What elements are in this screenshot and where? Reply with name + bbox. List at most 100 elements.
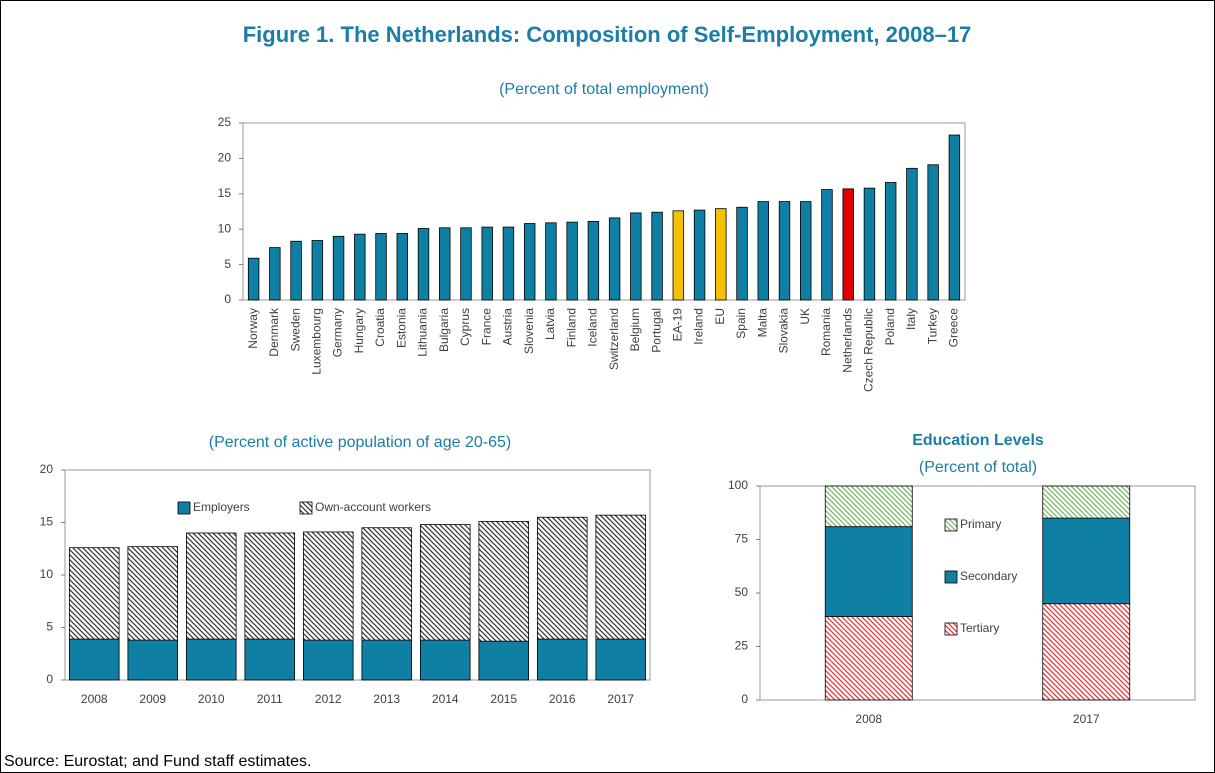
- bar: [651, 211, 663, 301]
- bar-segment: [68, 638, 120, 681]
- legend-swatch: [177, 501, 191, 515]
- legend-label: Secondary: [960, 569, 1017, 583]
- y-tick-label: 75: [735, 532, 749, 546]
- x-tick-label: Belgium: [628, 308, 642, 351]
- x-tick-label: Italy: [904, 308, 918, 330]
- bar-segment: [595, 638, 647, 681]
- bar-segment: [244, 638, 296, 681]
- bar: [587, 221, 600, 301]
- legend-swatch: [944, 570, 958, 584]
- bar-segment: [185, 638, 237, 681]
- x-tick-label: Finland: [564, 308, 578, 347]
- legend-label: Own-account workers: [315, 500, 431, 514]
- y-tick-label: 15: [40, 515, 54, 529]
- y-tick-label: 0: [46, 672, 53, 686]
- x-tick-label: Czech Republic: [862, 308, 876, 392]
- x-tick-label: Ireland: [692, 308, 706, 345]
- chart-subtitle: (Percent of total): [919, 459, 1037, 476]
- bar-segment: [244, 532, 296, 640]
- bar: [417, 228, 430, 301]
- chart-title: Education Levels: [912, 432, 1044, 449]
- x-tick-label: Germany: [331, 308, 345, 357]
- x-tick-label: 2014: [432, 692, 459, 706]
- bar-segment: [127, 639, 179, 681]
- y-tick-label: 20: [218, 151, 232, 165]
- bar-segment: [185, 532, 237, 640]
- figure-title: Figure 1. The Netherlands: Composition o…: [243, 22, 972, 47]
- bar: [948, 134, 961, 301]
- y-tick-label: 15: [218, 186, 232, 200]
- y-tick-label: 25: [218, 115, 232, 129]
- bar: [800, 201, 812, 301]
- bar: [247, 257, 260, 301]
- bar-segment: [1042, 603, 1131, 701]
- legend-swatch: [944, 518, 958, 532]
- bar-segment: [478, 640, 530, 681]
- bar: [502, 226, 515, 301]
- x-tick-label: 2016: [549, 692, 576, 706]
- bar: [736, 206, 748, 301]
- bar: [906, 167, 918, 301]
- bar: [693, 209, 706, 301]
- bar-segment: [302, 531, 354, 641]
- x-tick-label: 2017: [1073, 712, 1100, 726]
- x-tick-label: Romania: [819, 308, 833, 356]
- plot-frame: [242, 122, 966, 301]
- bar: [842, 188, 854, 301]
- y-tick-label: 0: [741, 692, 748, 706]
- bar-segment: [1042, 485, 1131, 519]
- x-tick-label: Hungary: [352, 308, 366, 353]
- bar-segment: [68, 547, 120, 640]
- y-tick-label: 100: [728, 478, 748, 492]
- bar: [396, 233, 408, 301]
- y-tick-label: 20: [40, 462, 54, 476]
- bar: [608, 217, 621, 301]
- bar-segment: [536, 638, 588, 681]
- bar: [927, 164, 939, 301]
- bar-segment: [1042, 517, 1131, 605]
- bar: [439, 227, 451, 301]
- bar-segment: [419, 639, 471, 681]
- legend-swatch: [299, 501, 313, 515]
- x-tick-label: 2012: [315, 692, 342, 706]
- x-tick-label: Cyprus: [458, 308, 472, 346]
- x-tick-label: 2009: [139, 692, 166, 706]
- bar: [481, 226, 493, 301]
- x-tick-label: Spain: [734, 308, 748, 339]
- x-tick-label: Denmark: [267, 307, 281, 357]
- bar-segment: [419, 524, 471, 641]
- bar-segment: [478, 521, 530, 642]
- bar-segment: [824, 616, 913, 701]
- x-tick-label: 2015: [490, 692, 517, 706]
- x-tick-label: France: [479, 308, 493, 346]
- x-tick-label: Estonia: [394, 308, 408, 348]
- bar: [269, 247, 281, 301]
- x-tick-label: Croatia: [373, 308, 387, 347]
- x-tick-label: 2008: [81, 692, 108, 706]
- bar: [884, 182, 897, 301]
- bar: [672, 210, 685, 301]
- x-tick-label: Turkey: [925, 308, 939, 344]
- bar: [630, 212, 642, 301]
- bar: [566, 221, 578, 301]
- bar: [354, 233, 366, 301]
- x-tick-label: Latvia: [543, 308, 557, 340]
- x-tick-label: Austria: [501, 308, 515, 346]
- bar: [460, 227, 472, 301]
- bar: [290, 240, 302, 301]
- x-tick-label: Sweden: [288, 308, 302, 351]
- x-tick-label: Bulgaria: [437, 308, 451, 352]
- y-tick-label: 10: [40, 567, 54, 581]
- x-tick-label: Greece: [947, 308, 961, 348]
- y-tick-label: 25: [735, 639, 749, 653]
- y-tick-label: 0: [224, 292, 231, 306]
- x-tick-label: Malta: [755, 308, 769, 338]
- bar-segment: [824, 526, 913, 617]
- bar: [545, 222, 557, 301]
- y-tick-label: 10: [218, 221, 232, 235]
- legend-label: Tertiary: [960, 621, 999, 635]
- x-tick-label: EA-19: [670, 308, 684, 342]
- bar: [821, 189, 833, 301]
- x-tick-label: Norway: [246, 308, 260, 349]
